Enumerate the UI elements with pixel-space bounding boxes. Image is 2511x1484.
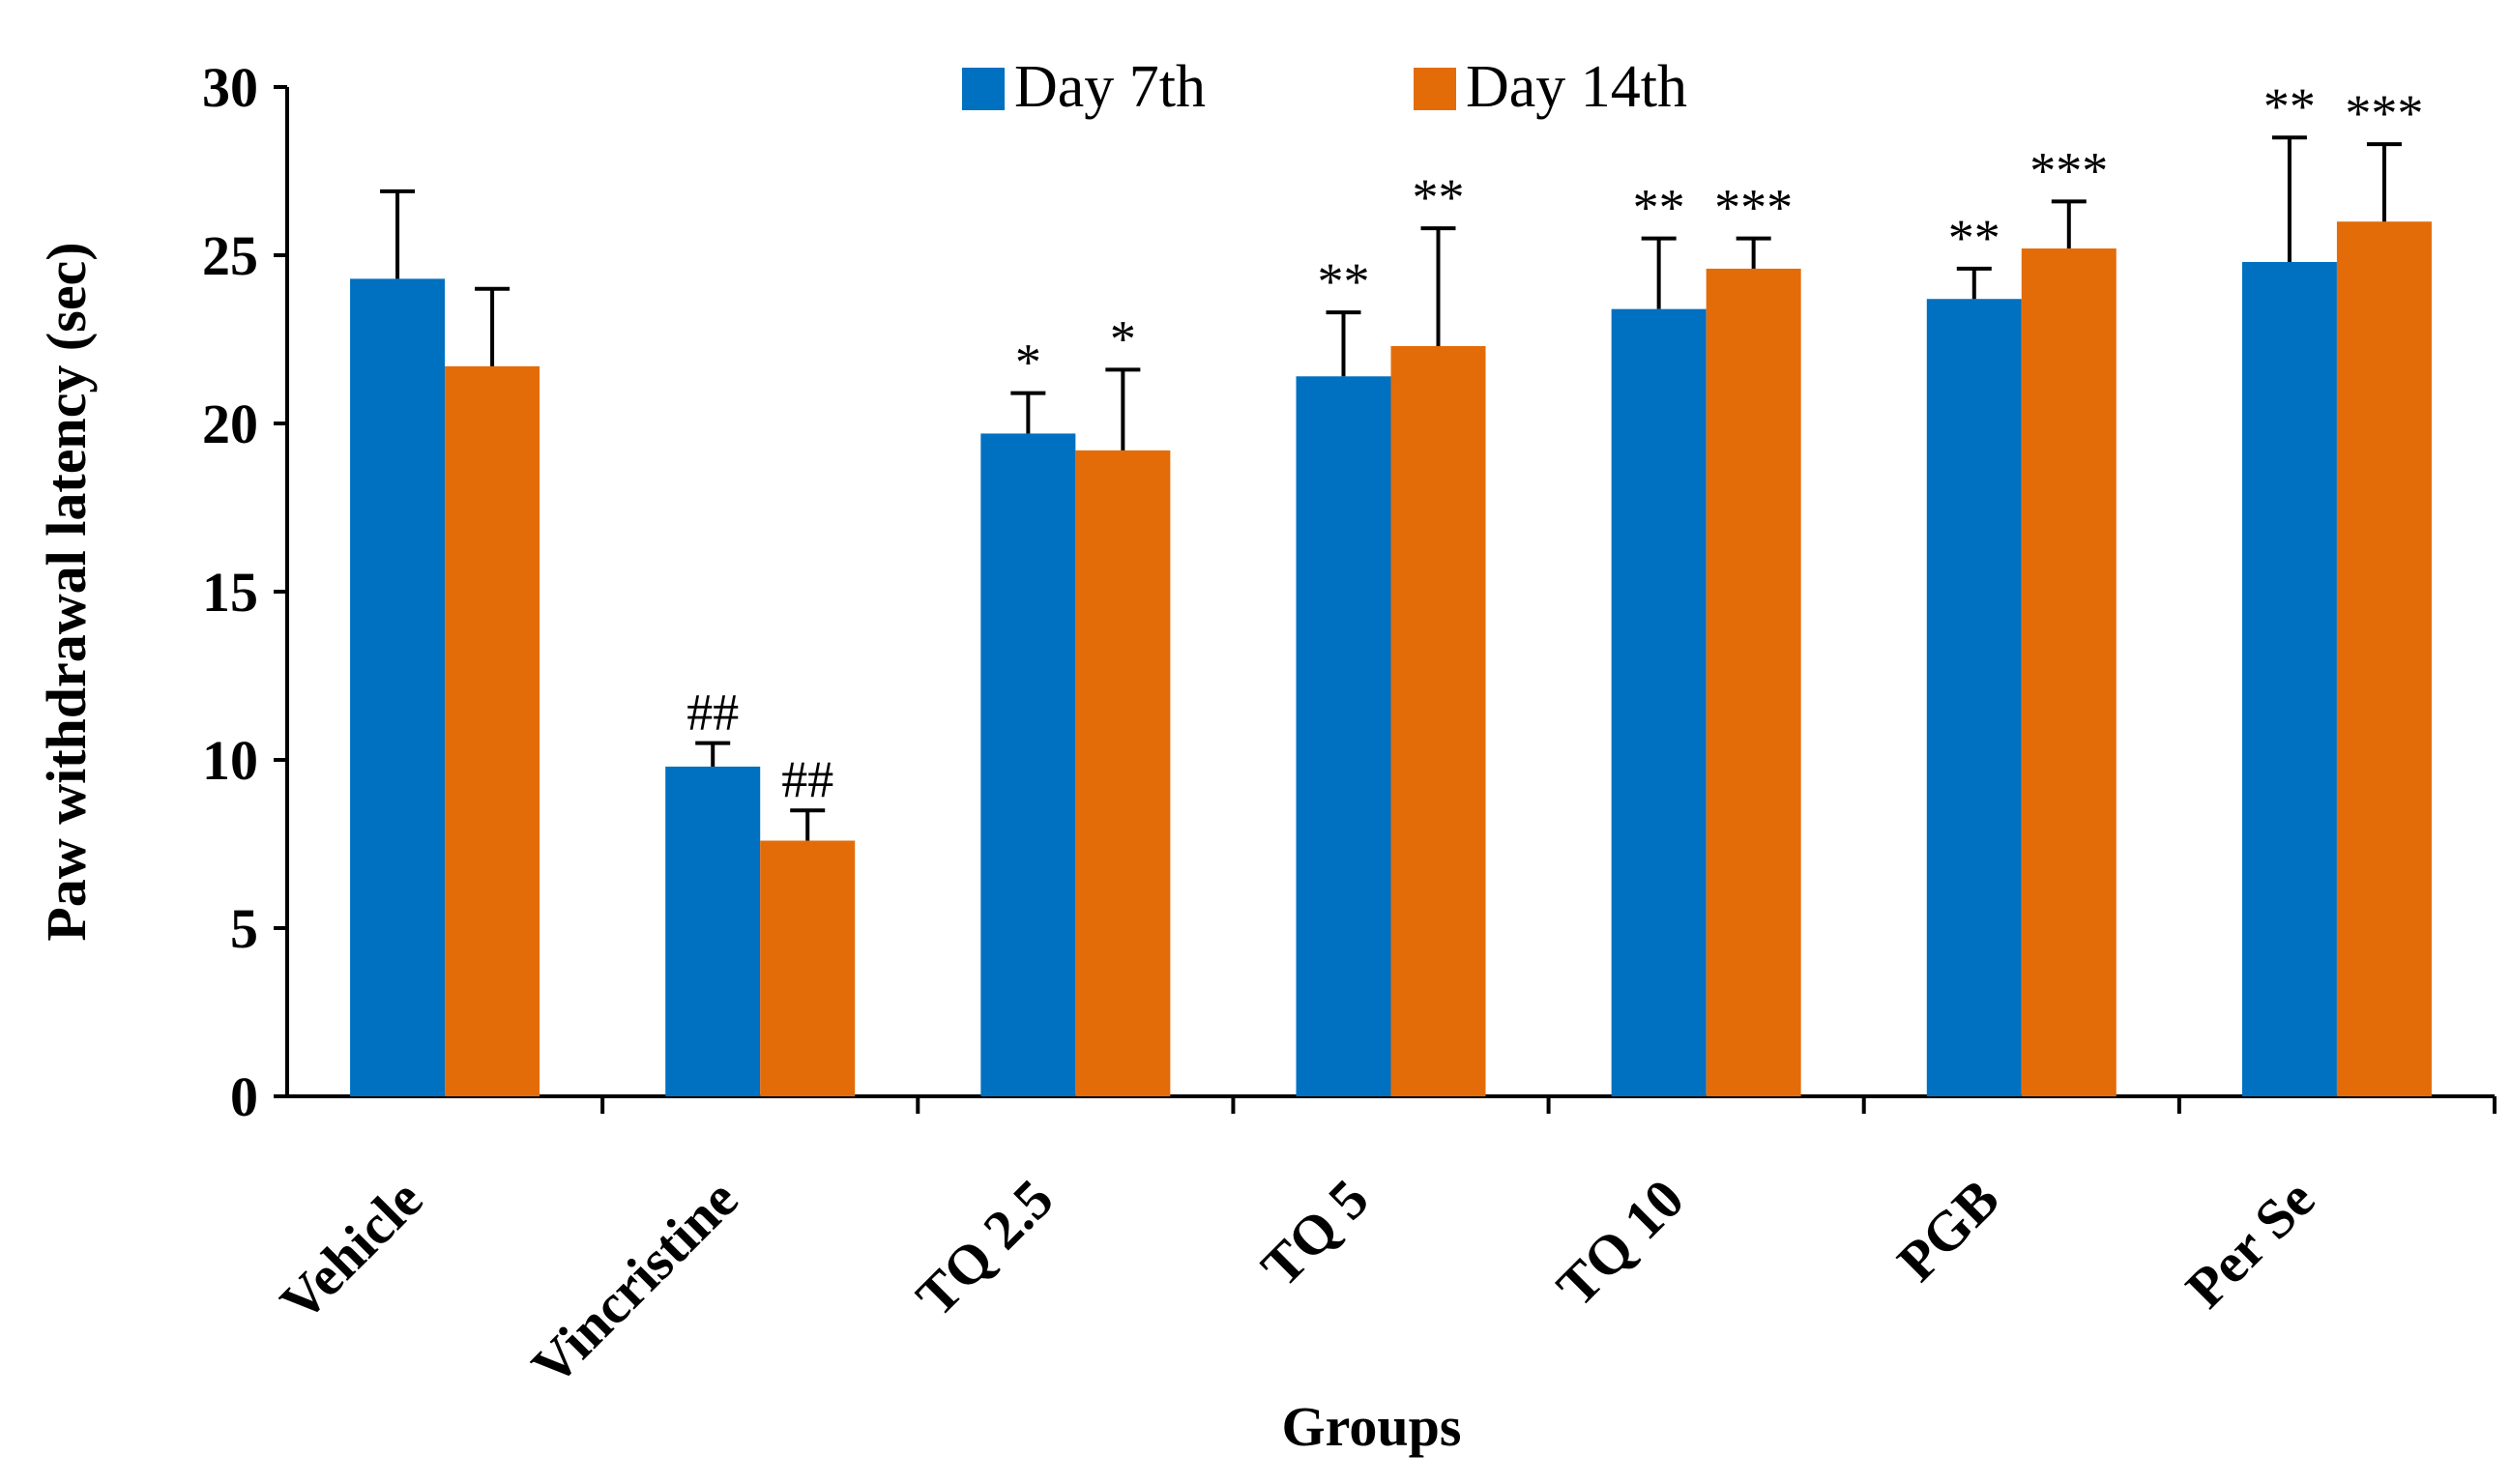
significance-annotation: * [1015, 334, 1041, 392]
bar [980, 433, 1076, 1096]
bar [2241, 261, 2337, 1097]
bar [445, 365, 540, 1097]
annotations: ####* ***** ** ********** *** [686, 77, 2423, 808]
bar [665, 766, 761, 1096]
significance-annotation: ** [2263, 77, 2316, 135]
bar [1706, 268, 1801, 1096]
legend-swatch [962, 68, 1005, 110]
significance-annotation: * [1110, 309, 1136, 367]
y-tick-label: 10 [202, 729, 258, 792]
x-tick-label: Vehicle [268, 1167, 434, 1333]
y-tick-label: 25 [202, 224, 258, 287]
significance-annotation: *** [2029, 141, 2108, 199]
x-tick-label: TQ 10 [1544, 1167, 1695, 1318]
bars [350, 221, 2432, 1097]
significance-annotation: ** [1413, 168, 1465, 226]
legend-label: Day 7th [1014, 54, 1206, 120]
bar [1611, 308, 1707, 1096]
x-tick-label: Per Se [2174, 1167, 2326, 1320]
y-tick-label: 15 [202, 561, 258, 624]
significance-annotation: ** [1318, 252, 1370, 310]
legend-swatch [1414, 68, 1456, 110]
x-tick-label: PGB [1885, 1167, 2011, 1293]
significance-annotation: ## [686, 684, 739, 742]
x-tick-label: TQ 5 [1249, 1167, 1381, 1298]
error-bars [380, 135, 2402, 841]
y-tick-label: 20 [202, 393, 258, 455]
significance-annotation: ** [1633, 179, 1685, 237]
x-axis-title: Groups [1282, 1395, 1462, 1458]
bar [1296, 376, 1391, 1096]
bar [2336, 221, 2432, 1096]
bar [1390, 345, 1486, 1097]
legend: Day 7th Day 14th [962, 54, 1687, 120]
significance-annotation: ## [781, 750, 833, 808]
y-tick-label: 30 [202, 56, 258, 119]
bar [760, 840, 856, 1096]
x-tick-label: TQ 2.5 [904, 1167, 1066, 1328]
significance-annotation: *** [1714, 179, 1793, 237]
bar [2021, 248, 2117, 1096]
significance-annotation: *** [2345, 84, 2423, 142]
bar [350, 278, 446, 1096]
significance-annotation: ** [1948, 209, 2000, 267]
labels: Paw withdrawal latency (sec) Groups [35, 242, 1461, 1458]
bar [1926, 299, 2022, 1096]
bar [1075, 450, 1171, 1097]
y-tick-label: 5 [230, 897, 258, 960]
x-tick-label: Vincristine [519, 1167, 749, 1397]
y-tick-label: 0 [230, 1065, 258, 1128]
y-axis-title: Paw withdrawal latency (sec) [35, 242, 98, 941]
legend-label: Day 14th [1466, 54, 1687, 120]
